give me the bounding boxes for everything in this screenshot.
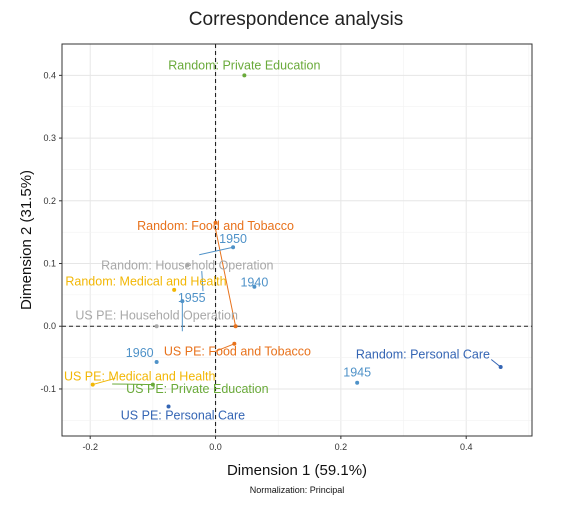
point-label-us-pe-food-tobacco: US PE: Food and Tobacco <box>164 344 311 358</box>
data-point-year-1960 <box>154 359 159 364</box>
y-axis-ticks: -0.1 0.0 0.1 0.2 0.3 0.4 <box>40 70 62 394</box>
point-label-us-pe-household-operation: US PE: Household Operation <box>75 309 238 323</box>
reference-lines <box>62 44 532 436</box>
data-point-year-1955 <box>180 299 185 304</box>
data-point-random-food-tobacco <box>213 220 218 225</box>
y-tick-label: 0.3 <box>43 133 56 143</box>
y-tick-label: -0.1 <box>40 384 56 394</box>
data-point-random-private-education <box>242 73 247 78</box>
point-label-year-1960: 1960 <box>126 346 154 360</box>
point-label-random-personal-care: Random: Personal Care <box>356 347 490 361</box>
leader-line <box>92 377 116 386</box>
x-tick-label: -0.2 <box>82 442 98 452</box>
leader-line <box>215 228 237 327</box>
data-point-us-pe-food-tobacco <box>232 341 237 346</box>
data-point-us-pe-medical-health <box>90 382 95 387</box>
point-label-year-1945: 1945 <box>343 366 371 380</box>
data-point-us-pe-personal-care <box>166 404 171 409</box>
data-point-year-1950 <box>231 245 236 250</box>
plot-background <box>62 44 532 436</box>
leader-line <box>490 359 501 368</box>
data-point-random-medical-health <box>172 287 177 292</box>
data-point-us-pe-private-education <box>150 382 155 387</box>
chart-caption: Normalization: Principal <box>250 485 345 495</box>
y-axis-label: Dimension 2 (31.5%) <box>18 170 35 310</box>
x-tick-label: 0.2 <box>335 442 348 452</box>
points <box>90 73 503 409</box>
point-label-random-food-tobacco: Random: Food and Tobacco <box>137 219 294 233</box>
x-axis-label: Dimension 1 (59.1%) <box>227 462 367 479</box>
point-labels: Random: Private Education Random: Food an… <box>64 58 490 422</box>
y-tick-label: 0.0 <box>43 321 56 331</box>
point-label-random-medical-health: Random: Medical and Health <box>65 275 226 289</box>
leader-line <box>215 343 235 352</box>
leader-lines <box>92 228 501 386</box>
leader-line <box>112 383 153 386</box>
x-axis-ticks: -0.2 0.0 0.2 0.4 <box>82 436 472 452</box>
data-point-us-pe-household-operation <box>154 324 159 329</box>
point-label-random-household-operation: Random: Household Operation <box>101 258 273 272</box>
plot-border <box>61 43 533 437</box>
chart-title: Correspondence analysis <box>189 9 403 30</box>
point-label-us-pe-private-education: US PE: Private Education <box>126 382 268 396</box>
point-label-us-pe-medical-health: US PE: Medical and Health <box>64 369 216 383</box>
point-label-us-pe-personal-care: US PE: Personal Care <box>121 408 245 422</box>
leader-line <box>199 246 234 256</box>
x-tick-label: 0.0 <box>209 442 222 452</box>
point-label-year-1940: 1940 <box>240 275 268 289</box>
point-label-random-private-education: Random: Private Education <box>168 58 320 72</box>
y-tick-label: 0.2 <box>43 196 56 206</box>
data-point-random-personal-care <box>498 365 503 370</box>
data-point-year-1940 <box>252 284 257 289</box>
point-label-year-1950: 1950 <box>219 232 247 246</box>
data-point-year-1945 <box>355 380 360 385</box>
data-point-random-household-operation <box>185 263 190 268</box>
data-point-food-point <box>233 324 238 329</box>
y-tick-label: 0.4 <box>43 70 56 80</box>
x-tick-label: 0.4 <box>460 442 473 452</box>
leader-line <box>201 271 204 292</box>
point-label-year-1955: 1955 <box>178 291 206 305</box>
y-tick-label: 0.1 <box>43 259 56 269</box>
